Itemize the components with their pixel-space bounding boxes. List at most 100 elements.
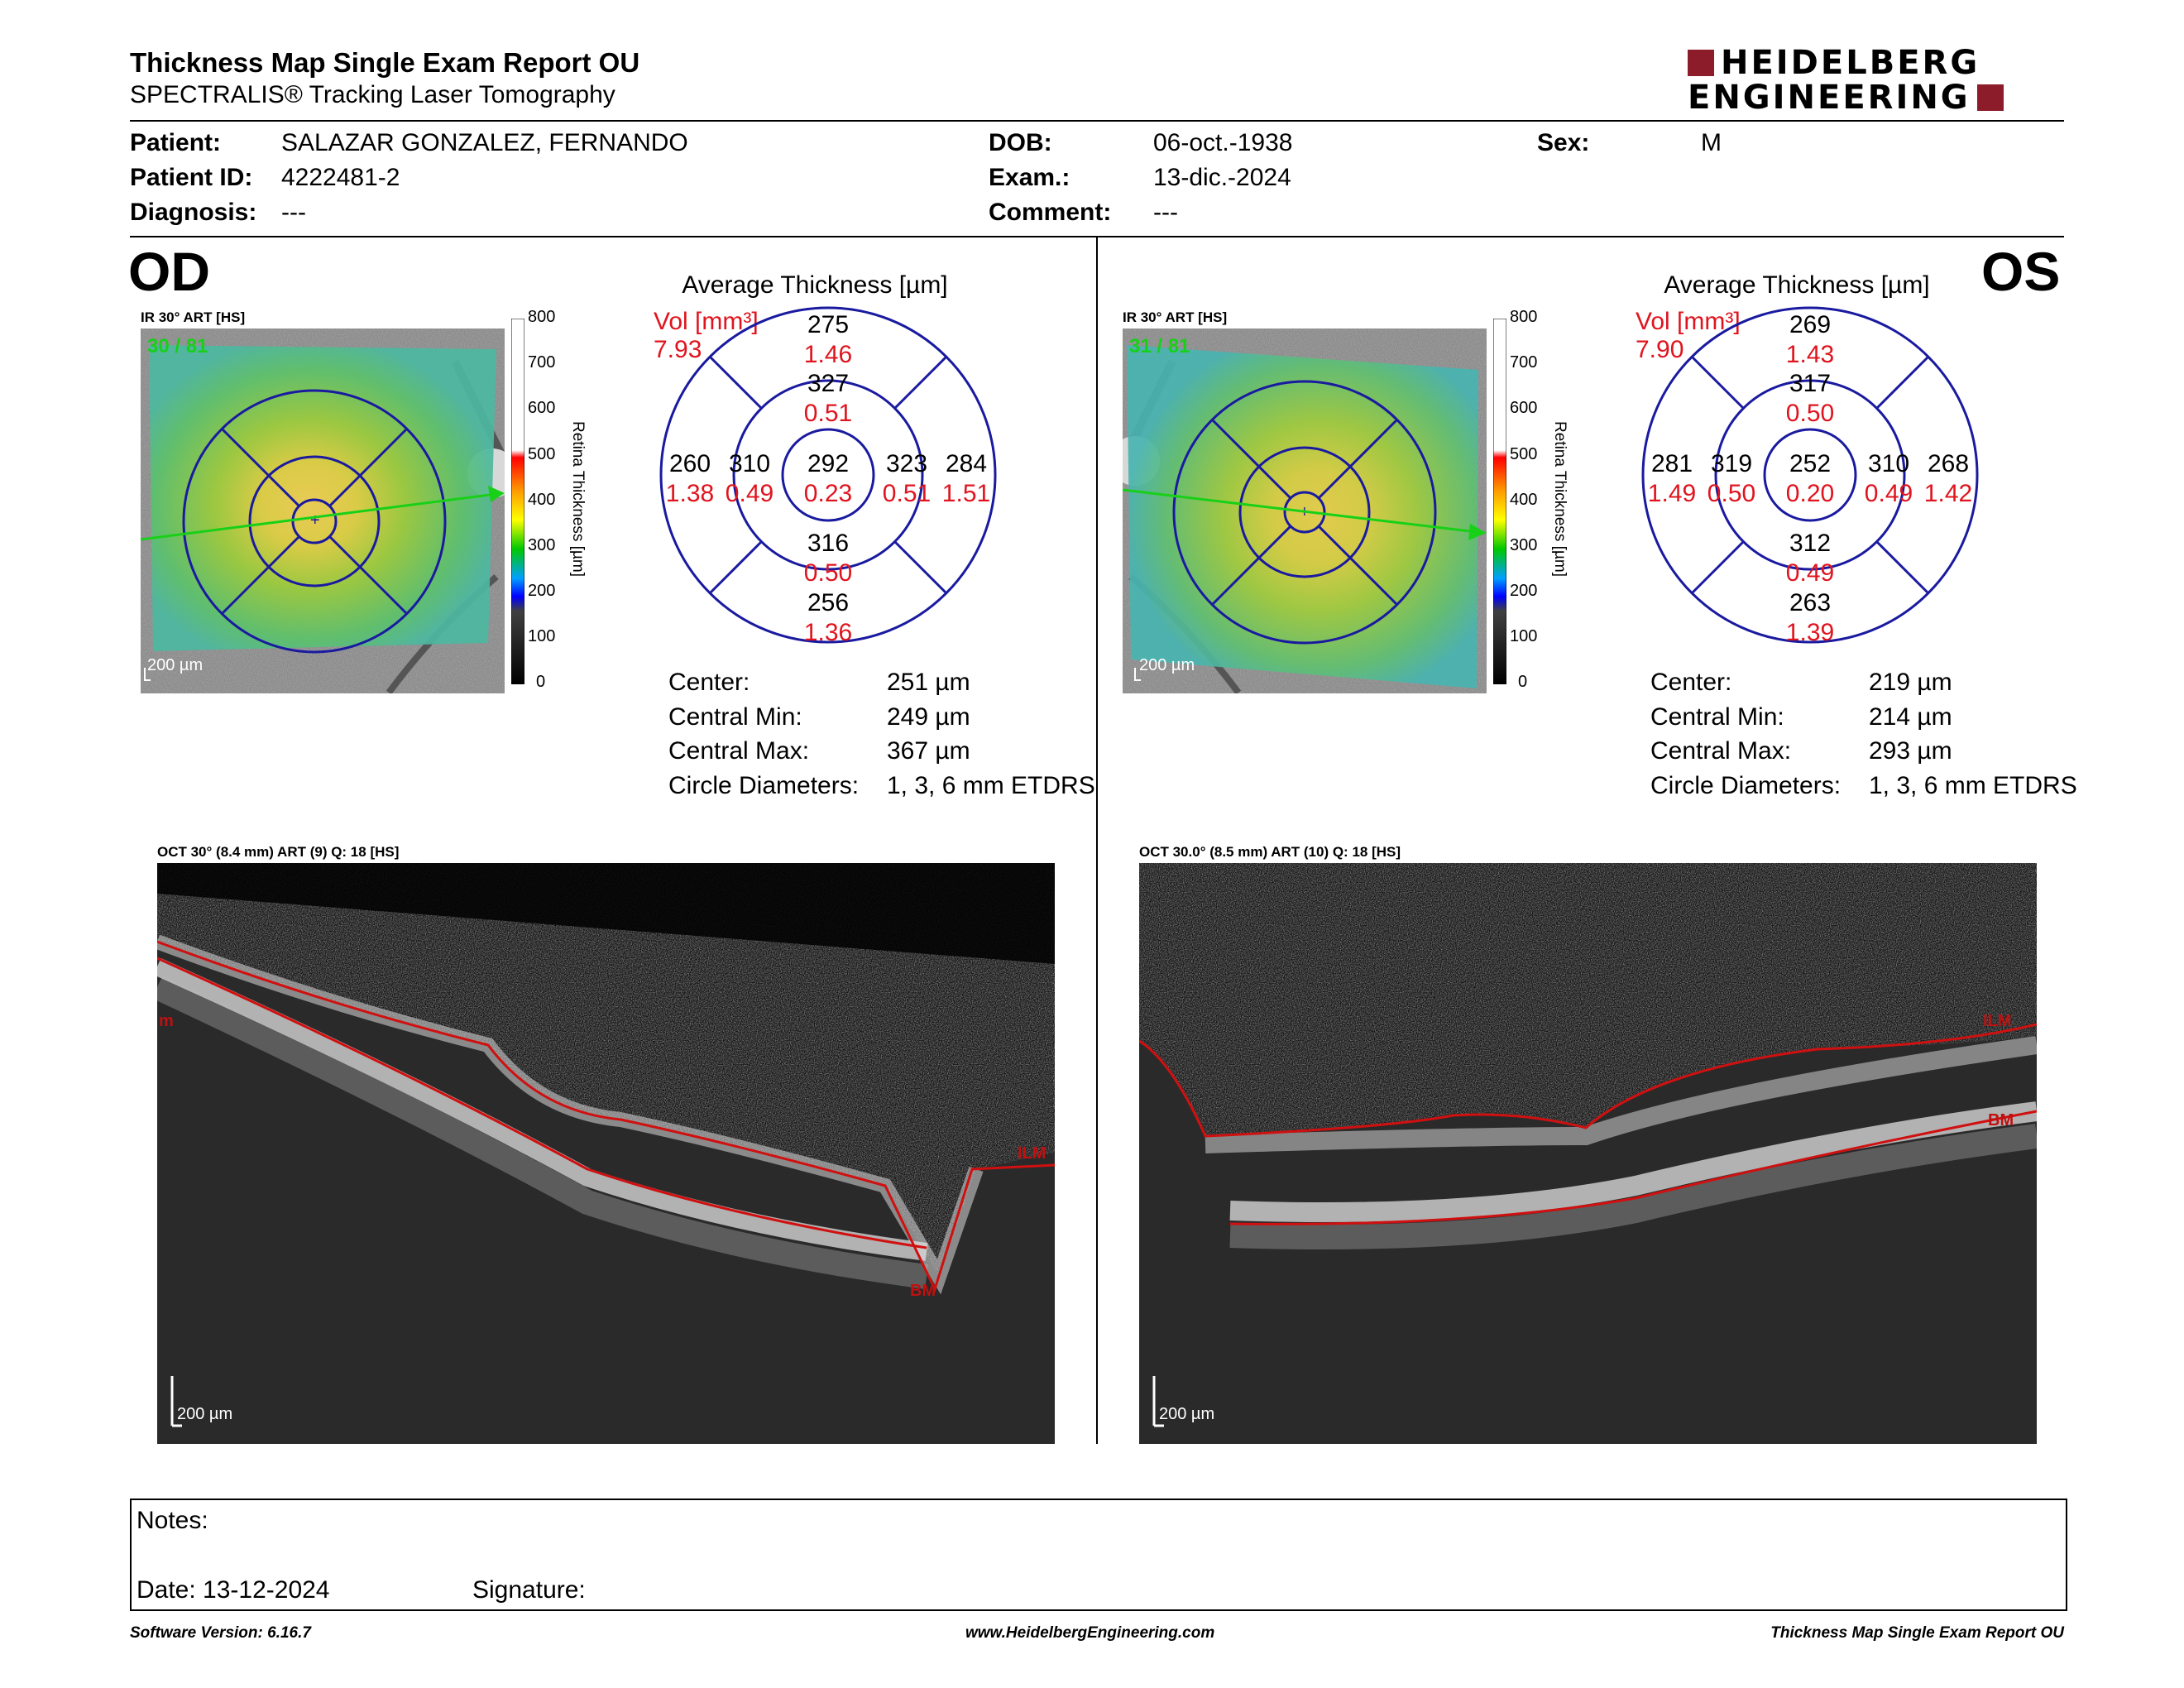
- od-outer-right-thickness: 284: [945, 450, 988, 477]
- od-min-label: Central Min:: [668, 703, 802, 731]
- od-colorbar: [510, 318, 525, 685]
- website-link[interactable]: www.HeidelbergEngineering.com: [965, 1624, 1215, 1642]
- os-diam-value: 1, 3, 6 mm ETDRS: [1869, 772, 2077, 799]
- os-inner-sup-thickness: 317: [1789, 370, 1832, 397]
- os-oct-scale: 200 µm: [1159, 1405, 1215, 1423]
- patient-id-label: Patient ID:: [130, 164, 253, 191]
- os-eye-label: OS: [1981, 241, 2061, 302]
- od-inner-inf-thickness: 316: [807, 530, 850, 557]
- od-min-value: 249 µm: [887, 703, 970, 731]
- exam-value: 13-dic.-2024: [1153, 164, 1291, 191]
- os-oct-svg: [1139, 863, 2037, 1444]
- od-fundus-scale: 200 µm: [147, 656, 204, 674]
- os-tick-200: 200: [1510, 582, 1538, 600]
- os-inner-left-volume: 0.50: [1707, 480, 1756, 507]
- os-center-thickness: 252: [1789, 450, 1832, 477]
- od-tick-600: 600: [528, 399, 556, 417]
- os-min-value: 214 µm: [1869, 703, 1952, 731]
- header-divider: [130, 120, 2064, 122]
- od-eye-label: OD: [128, 241, 210, 302]
- os-inner-inf-thickness: 312: [1789, 530, 1832, 557]
- od-outer-inf-thickness: 256: [807, 589, 850, 616]
- os-outer-sup-volume: 1.43: [1785, 341, 1835, 368]
- os-tick-600: 600: [1510, 399, 1538, 417]
- od-fundus-map[interactable]: + 30 / 81 200 µm: [141, 328, 505, 693]
- od-outer-sup-volume: 1.46: [803, 341, 853, 368]
- heidelberg-logo: HEIDELBERG ENGINEERING: [1688, 45, 2064, 116]
- od-etdrs-overlay: [182, 389, 447, 654]
- od-outer-sup-thickness: 275: [807, 311, 850, 338]
- os-vol-label: Vol [mm³]: [1636, 308, 1741, 335]
- od-colorbar-title: Retina Thickness [µm]: [569, 421, 587, 577]
- exam-label: Exam.:: [989, 164, 1070, 191]
- os-center-volume: 0.20: [1785, 480, 1835, 507]
- patient-name: SALAZAR GONZALEZ, FERNANDO: [281, 129, 688, 156]
- os-art-count: 31 / 81: [1129, 335, 1190, 357]
- logo-line2: ENGINEERING: [1688, 79, 1971, 117]
- os-fundus-map[interactable]: + 31 / 81 200 µm: [1123, 328, 1487, 693]
- od-tick-300: 300: [528, 536, 556, 554]
- os-outer-inf-volume: 1.39: [1785, 619, 1835, 646]
- od-tick-0: 0: [536, 673, 546, 691]
- os-center-label: Center:: [1650, 669, 1732, 696]
- od-inner-left-thickness: 310: [728, 450, 771, 477]
- od-center-volume: 0.23: [803, 480, 853, 507]
- patient-divider: [130, 236, 2064, 237]
- signature-label: Signature:: [472, 1576, 586, 1604]
- od-oct-bscan[interactable]: m ILM BM 200 µm: [157, 863, 1055, 1444]
- od-vol-label: Vol [mm³]: [654, 308, 759, 335]
- od-tick-700: 700: [528, 353, 556, 372]
- od-m-label: m: [159, 1012, 174, 1030]
- dob-value: 06-oct.-1938: [1153, 129, 1293, 156]
- od-art-count: 30 / 81: [147, 335, 208, 357]
- dob-label: DOB:: [989, 129, 1052, 156]
- os-tick-500: 500: [1510, 445, 1538, 463]
- od-colorbar-ticks: 800 700 600 500 400 300 200 100 0: [528, 308, 569, 691]
- os-bm-label: BM: [1988, 1111, 2014, 1129]
- od-diam-label: Circle Diameters:: [668, 772, 860, 799]
- os-inner-left-thickness: 319: [1710, 450, 1753, 477]
- od-ilm-label: ILM: [1018, 1144, 1046, 1163]
- od-outer-left-thickness: 260: [668, 450, 711, 477]
- os-max-value: 293 µm: [1869, 737, 1952, 765]
- date-label: Date: 13-12-2024: [136, 1576, 330, 1604]
- sex-value: M: [1701, 129, 1722, 156]
- os-oct-bscan[interactable]: ILM BM 200 µm: [1139, 863, 2037, 1444]
- od-outer-right-volume: 1.51: [941, 480, 991, 507]
- od-max-value: 367 µm: [887, 737, 970, 765]
- od-fundus-svg: +: [141, 328, 505, 693]
- diagnosis-value: ---: [281, 199, 306, 226]
- notes-box[interactable]: Notes: Date: 13-12-2024 Signature:: [130, 1499, 2067, 1611]
- os-tick-0: 0: [1518, 673, 1528, 691]
- od-inner-sup-volume: 0.51: [803, 400, 853, 427]
- od-tick-800: 800: [528, 308, 556, 326]
- os-fundus-svg: +: [1123, 328, 1487, 693]
- report-title: Thickness Map Single Exam Report OU: [130, 47, 640, 78]
- eye-divider: [1096, 237, 1098, 1444]
- os-tick-300: 300: [1510, 536, 1538, 554]
- od-oct-svg: [157, 863, 1055, 1444]
- od-inner-sup-thickness: 327: [807, 370, 850, 397]
- logo-square-top: [1688, 50, 1714, 76]
- od-tick-100: 100: [528, 627, 556, 645]
- od-oct-scale: 200 µm: [177, 1405, 233, 1423]
- od-oct-label: OCT 30° (8.4 mm) ART (9) Q: 18 [HS]: [157, 844, 400, 860]
- os-avg-title: Average Thickness [µm]: [1664, 271, 1930, 299]
- os-ir-label: IR 30° ART [HS]: [1123, 309, 1228, 325]
- od-etdrs-grid: [659, 306, 997, 644]
- os-colorbar-title: Retina Thickness [µm]: [1551, 421, 1569, 577]
- od-center-label: Center:: [668, 669, 750, 696]
- os-outer-right-thickness: 268: [1927, 450, 1970, 477]
- od-tick-500: 500: [528, 445, 556, 463]
- od-tick-200: 200: [528, 582, 556, 600]
- od-center-value: 251 µm: [887, 669, 970, 696]
- svg-text:+: +: [310, 511, 320, 530]
- od-outer-inf-volume: 1.36: [803, 619, 853, 646]
- od-tick-400: 400: [528, 491, 556, 509]
- os-vol-value: 7.90: [1636, 336, 1684, 363]
- od-max-label: Central Max:: [668, 737, 810, 765]
- diagnosis-label: Diagnosis:: [130, 199, 257, 226]
- os-oct-label: OCT 30.0° (8.5 mm) ART (10) Q: 18 [HS]: [1139, 844, 1401, 860]
- os-outer-sup-thickness: 269: [1789, 311, 1832, 338]
- os-colorbar-ticks: 800 700 600 500 400 300 200 100 0: [1510, 308, 1551, 691]
